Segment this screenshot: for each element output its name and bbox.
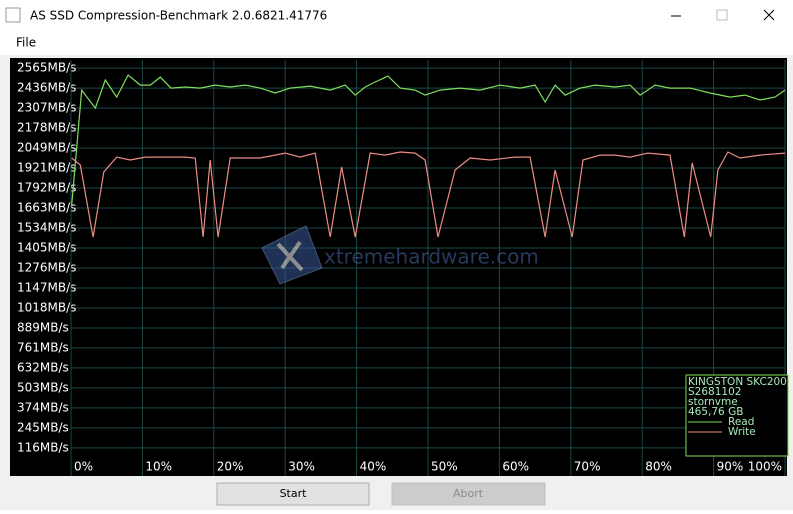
y-tick-label: 2307MB/s <box>17 101 76 115</box>
y-tick-label: 1276MB/s <box>17 260 76 274</box>
y-tick-label: 1405MB/s <box>17 240 76 254</box>
legend-label: Write <box>728 426 756 438</box>
x-tick-label: 30% <box>288 460 315 474</box>
y-tick-label: 116MB/s <box>17 440 69 454</box>
window-title: AS SSD Compression-Benchmark 2.0.6821.41… <box>30 9 327 23</box>
legend-box <box>685 374 789 457</box>
y-tick-label: 374MB/s <box>17 400 69 414</box>
menu-bar <box>0 31 793 55</box>
y-tick-label: 2049MB/s <box>17 141 76 155</box>
x-tick-label: 40% <box>360 460 387 474</box>
legend-info: KINGSTON SKC200 <box>688 376 787 388</box>
x-tick-label: 20% <box>217 460 244 474</box>
y-tick-label: 503MB/s <box>17 380 69 394</box>
abort-button <box>391 482 546 506</box>
x-tick-label: 70% <box>574 460 601 474</box>
legend-label: Read <box>728 416 754 428</box>
watermark: xtremehardware.com <box>261 225 539 285</box>
maximize-button[interactable] <box>716 9 728 21</box>
y-tick-label: 1792MB/s <box>17 180 76 194</box>
y-tick-label: 1018MB/s <box>17 301 76 315</box>
x-tick-label: 90% <box>717 460 744 474</box>
y-tick-label: 2178MB/s <box>17 121 76 135</box>
y-tick-label: 2565MB/s <box>17 61 76 75</box>
x-tick-label: 80% <box>645 460 672 474</box>
y-tick-label: 632MB/s <box>17 360 69 374</box>
legend-info: S2681102 <box>688 386 741 398</box>
x-tick-label: 60% <box>502 460 529 474</box>
title-bar <box>0 0 793 31</box>
y-tick-label: 761MB/s <box>17 340 69 354</box>
y-tick-label: 2436MB/s <box>17 81 76 95</box>
x-tick-label: 10% <box>145 460 172 474</box>
y-tick-label: 1147MB/s <box>17 281 76 295</box>
legend-info: 465,76 GB <box>688 406 743 418</box>
app-icon <box>5 7 21 23</box>
x-tick-label: 0% <box>74 460 93 474</box>
watermark-text: xtremehardware.com <box>324 245 539 269</box>
x-tick-label: 50% <box>431 460 458 474</box>
legend-info: stornvme <box>688 396 738 408</box>
x-tick-label: 100% <box>748 460 782 474</box>
y-tick-label: 1663MB/s <box>17 200 76 214</box>
abort-label: Abort <box>453 487 484 500</box>
start-button[interactable] <box>216 482 370 506</box>
close-button[interactable] <box>763 9 775 21</box>
menu-file[interactable]: File <box>16 36 36 50</box>
y-tick-label: 1921MB/s <box>17 160 76 174</box>
series-line <box>71 151 786 238</box>
y-tick-label: 245MB/s <box>17 420 69 434</box>
watermark-x <box>276 240 304 272</box>
series-line <box>71 74 786 206</box>
y-tick-label: 1534MB/s <box>17 220 76 234</box>
y-tick-label: 889MB/s <box>17 321 69 335</box>
start-label[interactable]: Start <box>280 487 308 500</box>
